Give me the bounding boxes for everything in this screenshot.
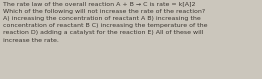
Text: The rate law of the overall reaction A + B → C is rate = k[A]2
Which of the foll: The rate law of the overall reaction A +… [3,2,208,43]
